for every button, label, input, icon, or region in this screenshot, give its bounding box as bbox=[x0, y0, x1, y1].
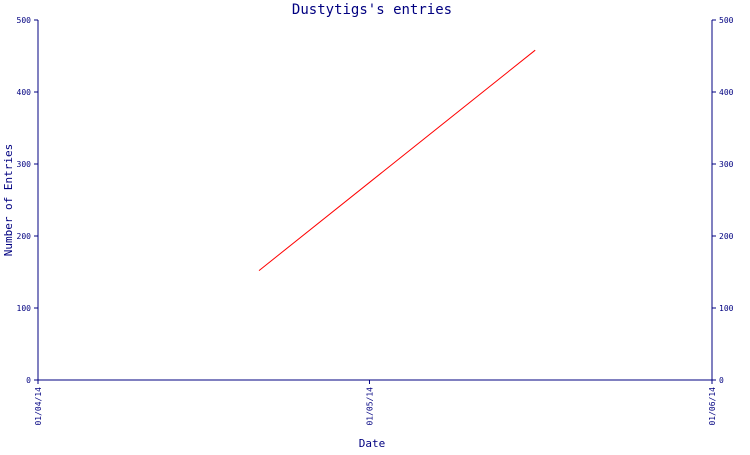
x-tick-label: 01/06/14 bbox=[708, 387, 717, 426]
y-tick-label-right: 300 bbox=[719, 160, 734, 169]
y-tick-label-right: 500 bbox=[719, 16, 734, 25]
y-tick-label-right: 0 bbox=[719, 376, 724, 385]
y-tick-label-left: 500 bbox=[17, 16, 32, 25]
y-tick-label-left: 200 bbox=[17, 232, 32, 241]
x-tick-label: 01/04/14 bbox=[34, 387, 43, 426]
y-tick-label-left: 100 bbox=[17, 304, 32, 313]
y-tick-label-left: 400 bbox=[17, 88, 32, 97]
chart-title: Dustytigs's entries bbox=[292, 2, 452, 18]
ticks: 0 0 100 100 200 200 300 300 400 400 500 500 01/04/14… bbox=[17, 16, 734, 426]
series bbox=[258, 49, 536, 271]
y-tick-label-left: 300 bbox=[17, 160, 32, 169]
y-axis-label: Number of Entries bbox=[2, 144, 15, 257]
axes bbox=[37, 20, 713, 381]
x-tick-label: 01/05/14 bbox=[365, 387, 374, 426]
series-line bbox=[258, 49, 536, 271]
y-tick-label-right: 100 bbox=[719, 304, 734, 313]
y-tick-label-left: 0 bbox=[26, 376, 31, 385]
y-tick-label-right: 200 bbox=[719, 232, 734, 241]
x-axis-label: Date bbox=[359, 437, 386, 450]
y-tick-label-right: 400 bbox=[719, 88, 734, 97]
